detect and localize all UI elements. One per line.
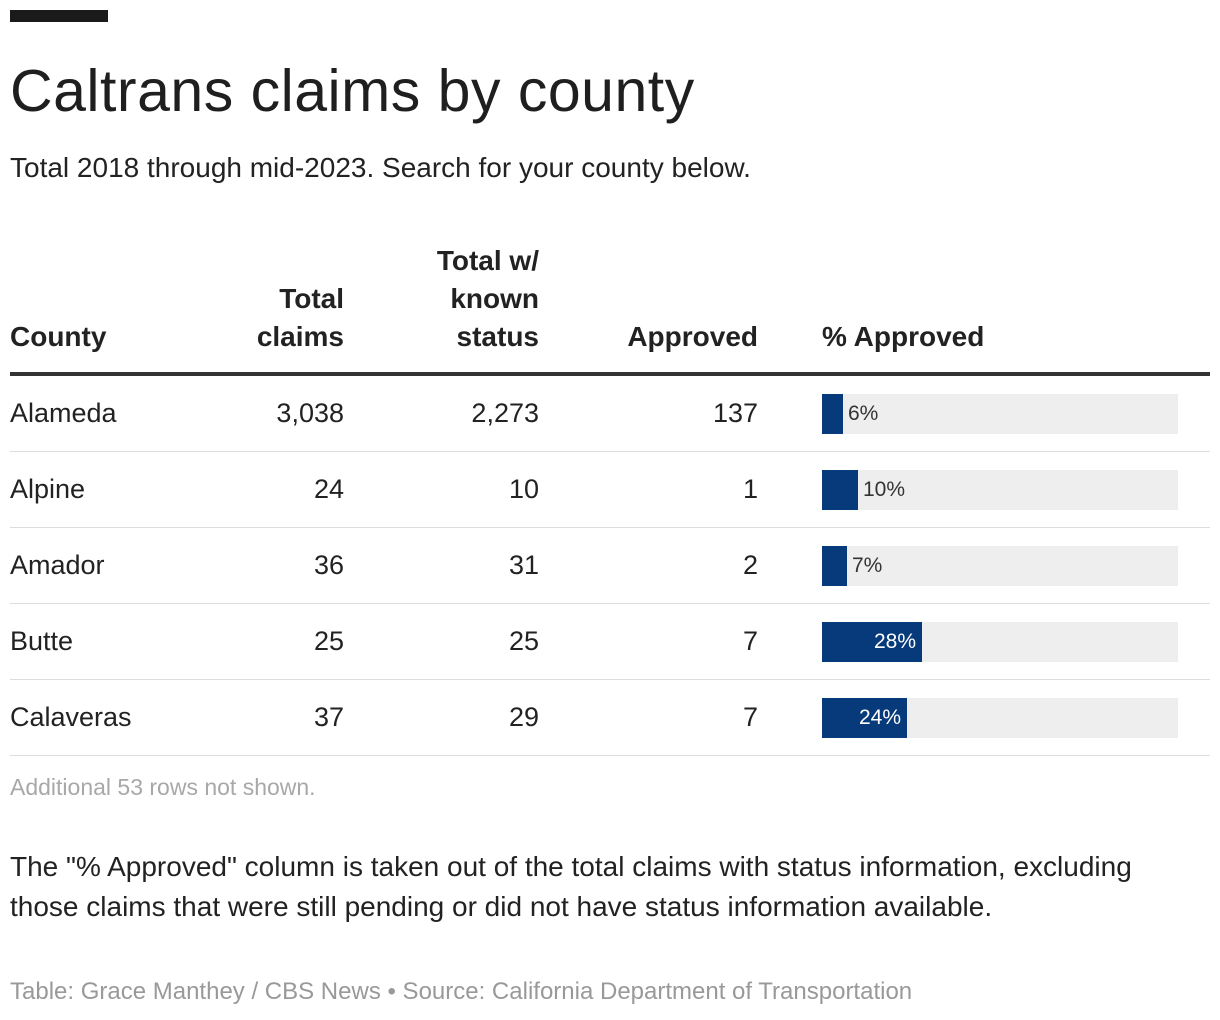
chart-title: Caltrans claims by county [10,58,695,124]
known-status-cell: 2,273 [471,398,539,428]
total-claims-cell: 3,038 [276,398,344,428]
pct-bar [822,698,907,738]
approved-cell: 137 [712,398,758,428]
table-row: Alameda 3,038 2,273 137 6% [10,376,1210,452]
pct-bar-track: 7% [822,546,1178,586]
county-name-cell: Calaveras [10,702,132,732]
county-name-cell: Amador [10,550,105,580]
table-row: Alpine 24 10 1 10% [10,452,1210,528]
accent-bar [10,10,108,22]
column-header-approved[interactable]: Approved [627,321,758,352]
pct-bar-track: 10% [822,470,1178,510]
methodology-footnote: The "% Approved" column is taken out of … [10,851,1132,922]
claims-table: County Total claims Total w/ known statu… [10,236,1210,756]
source-credit: Table: Grace Manthey / CBS News • Source… [10,978,913,1005]
pct-bar-track: 24% [822,698,1178,738]
column-header-known-status[interactable]: Total w/ known status [436,245,539,352]
table-row: Calaveras 37 29 7 24% [10,680,1210,756]
pct-bar [822,470,858,510]
approved-cell: 2 [742,550,758,580]
pct-label: 6% [848,402,879,425]
pct-label: 28% [873,630,916,653]
column-header-county[interactable]: County [10,321,107,352]
table-row: Butte 25 25 7 28% [10,604,1210,680]
rows-not-shown-note: Additional 53 rows not shown. [10,774,316,800]
table-header: County Total claims Total w/ known statu… [10,236,1210,376]
approved-cell: 7 [742,626,758,656]
table-row: Amador 36 31 2 7% [10,528,1210,604]
pct-label: 10% [863,478,906,501]
known-status-cell: 10 [508,474,539,504]
pct-bar-track: 28% [822,622,1178,662]
county-name-cell: Alpine [10,474,86,504]
pct-bar-track: 6% [822,394,1178,434]
pct-bar [822,394,843,434]
pct-label: 24% [858,706,901,729]
chart-subtitle: Total 2018 through mid-2023. Search for … [10,152,751,183]
pct-label: 7% [852,554,883,577]
pct-bar [822,622,922,662]
column-header-pct-approved[interactable]: % Approved [822,321,985,352]
known-status-cell: 29 [508,702,539,732]
county-name-cell: Alameda [10,398,117,428]
total-claims-cell: 24 [313,474,344,504]
column-header-total-claims[interactable]: Total claims [256,283,344,352]
total-claims-cell: 37 [313,702,344,732]
known-status-cell: 25 [508,626,539,656]
approved-cell: 7 [742,702,758,732]
approved-cell: 1 [742,474,758,504]
known-status-cell: 31 [508,550,539,580]
pct-bar [822,546,847,586]
total-claims-cell: 36 [313,550,344,580]
total-claims-cell: 25 [313,626,344,656]
table-body: Alameda 3,038 2,273 137 6% Alpine 24 10 1 10% Amad… [10,376,1210,756]
county-name-cell: Butte [10,626,74,656]
